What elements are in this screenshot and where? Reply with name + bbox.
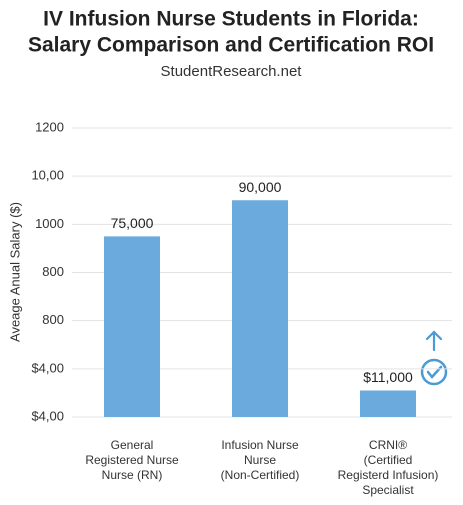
y-tick-label: 1000 bbox=[35, 216, 64, 231]
x-tick-label: CRNI® bbox=[369, 438, 407, 452]
bar bbox=[360, 390, 416, 417]
x-tick-label: Specialist bbox=[362, 483, 414, 497]
x-tick-label: Registerd Infusion) bbox=[338, 468, 439, 482]
check-icon bbox=[420, 358, 448, 386]
bar bbox=[232, 200, 288, 417]
value-label: 90,000 bbox=[239, 179, 282, 195]
y-tick-label: 800 bbox=[42, 312, 64, 327]
arrow-icon bbox=[425, 330, 443, 352]
y-axis-label: Aveage Anual Salary ($) bbox=[7, 202, 22, 342]
x-tick-label: Nurse (RN) bbox=[102, 468, 163, 482]
y-tick-label: 1200 bbox=[35, 119, 64, 134]
value-label: $11,000 bbox=[363, 369, 413, 385]
x-tick-label: (Non-Certified) bbox=[221, 468, 300, 482]
y-tick-label: 10,00 bbox=[31, 168, 64, 183]
x-tick-label: General bbox=[111, 438, 154, 452]
x-tick-label: Registered Nurse bbox=[85, 453, 179, 467]
x-tick-label: (Certified bbox=[364, 453, 413, 467]
chart-subtitle: StudentResearch.net bbox=[161, 63, 303, 80]
x-tick-label: Infusion Nurse bbox=[221, 438, 299, 452]
y-tick-label: $4,00 bbox=[31, 408, 64, 423]
y-tick-label: 800 bbox=[42, 264, 64, 279]
value-label: 75,000 bbox=[111, 215, 154, 231]
chart-title: IV Infusion Nurse Students in Florida: bbox=[43, 8, 419, 31]
y-tick-label: $4,00 bbox=[31, 360, 64, 375]
chart-title: Salary Comparison and Certification ROI bbox=[28, 34, 434, 57]
x-tick-label: Nurse bbox=[244, 453, 276, 467]
bar bbox=[104, 236, 160, 417]
